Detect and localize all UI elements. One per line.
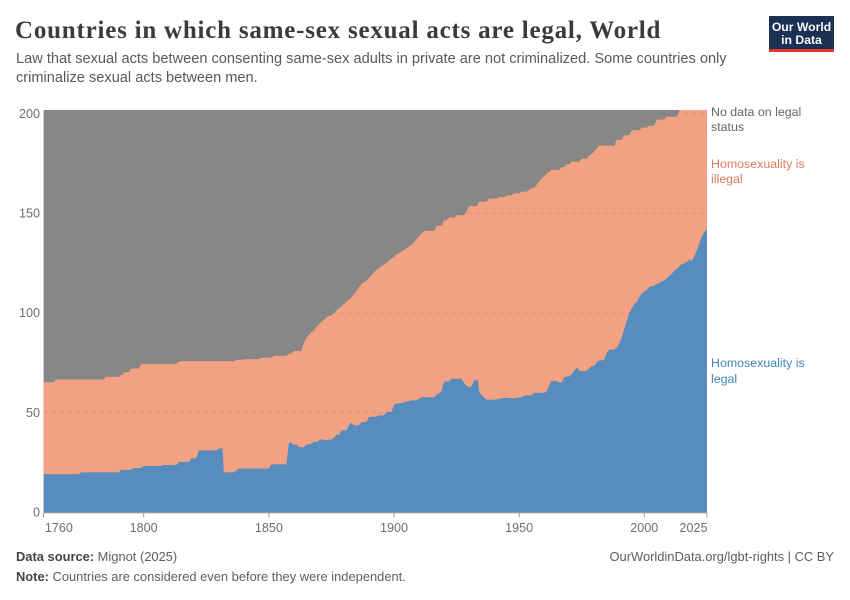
svg-text:1850: 1850: [255, 521, 283, 535]
svg-text:1950: 1950: [505, 521, 533, 535]
svg-text:150: 150: [19, 207, 40, 221]
svg-text:200: 200: [19, 107, 40, 121]
svg-text:2025: 2025: [679, 521, 707, 535]
svg-text:1760: 1760: [45, 521, 73, 535]
svg-text:50: 50: [26, 406, 40, 420]
svg-text:0: 0: [33, 505, 40, 519]
svg-text:1900: 1900: [380, 521, 408, 535]
svg-text:1800: 1800: [130, 521, 158, 535]
svg-text:2000: 2000: [630, 521, 658, 535]
svg-text:100: 100: [19, 306, 40, 320]
